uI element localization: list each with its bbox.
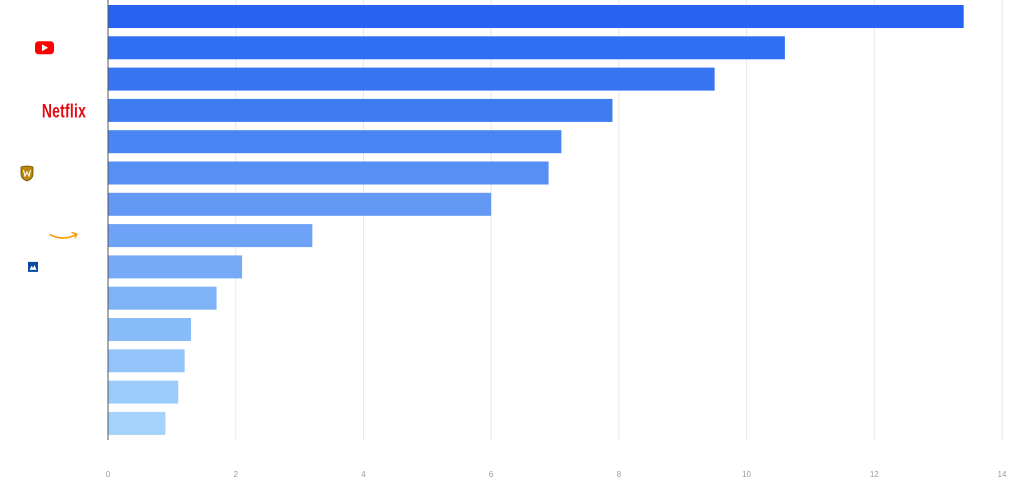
- bar: [108, 130, 562, 154]
- x-tick-label: 8: [617, 470, 622, 479]
- bar: [108, 67, 715, 91]
- x-tick-label: 2: [233, 470, 238, 479]
- category-icons: Netflix: [20, 41, 87, 272]
- bar: [108, 318, 192, 341]
- warner-bros-shield-icon: [20, 165, 34, 182]
- svg-text:Netflix: Netflix: [42, 100, 87, 122]
- bar: [108, 286, 217, 310]
- x-tick-label: 6: [489, 470, 494, 479]
- bar: [108, 161, 549, 185]
- x-tick-label: 12: [870, 470, 879, 479]
- bar: [108, 98, 613, 122]
- x-tick-labels: 0 2 4 6 8 10 12 14: [106, 470, 1007, 479]
- bar: [108, 224, 313, 248]
- bar: [108, 349, 185, 373]
- bar: [108, 5, 964, 28]
- bar: [108, 192, 492, 216]
- bar: [108, 255, 243, 279]
- bars: [108, 5, 964, 435]
- youtube-logo-icon: [35, 41, 54, 55]
- x-tick-label: 14: [998, 470, 1007, 479]
- grid-lines: [235, 0, 1003, 440]
- amazon-smile-icon: [49, 231, 78, 239]
- bar: [108, 380, 179, 404]
- x-tick-label: 0: [106, 470, 111, 479]
- x-tick-label: 4: [361, 470, 366, 479]
- paramount-logo-icon: [28, 261, 38, 272]
- bar: [108, 36, 785, 60]
- x-tick-label: 10: [742, 470, 751, 479]
- netflix-logo-icon: Netflix: [42, 100, 87, 122]
- bar: [108, 411, 166, 435]
